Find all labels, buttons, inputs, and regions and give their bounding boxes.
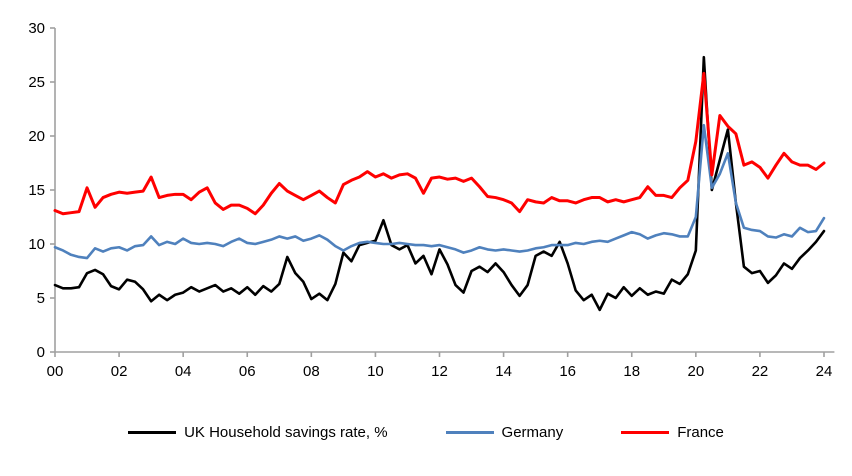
legend-label: Germany — [501, 424, 564, 441]
x-tick-label: 04 — [175, 363, 192, 380]
x-tick-label: 16 — [559, 363, 576, 380]
x-tick-label: 22 — [752, 363, 769, 380]
legend-item-france: France — [621, 424, 724, 441]
y-tick-label: 10 — [28, 236, 45, 253]
legend-line-swatch — [128, 431, 177, 434]
y-tick-label: 5 — [37, 290, 45, 307]
legend-item-uk-household-savings-rate: UK Household savings rate, % — [128, 424, 388, 441]
y-tick-label: 30 — [28, 20, 45, 37]
series-line-germany — [53, 123, 826, 260]
plot-area: 0 5 10 15 20 25 30 00 02 04 06 08 10 12 14 16 18 20 22 24 — [28, 20, 835, 380]
x-tick-label: 06 — [239, 363, 256, 380]
legend-item-germany: Germany — [445, 424, 564, 441]
legend-line-swatch — [445, 431, 494, 434]
x-tick-label: 08 — [303, 363, 320, 380]
x-tick-label: 24 — [816, 363, 833, 380]
x-tick-label: 12 — [431, 363, 448, 380]
legend-label: France — [677, 424, 724, 441]
x-tick-label: 14 — [495, 363, 512, 380]
series-line-france — [53, 71, 826, 216]
y-tick-label: 25 — [28, 74, 45, 91]
y-tick-label: 15 — [28, 182, 45, 199]
x-tick-label: 10 — [367, 363, 384, 380]
x-tick-label: 20 — [687, 363, 704, 380]
legend-line-swatch — [621, 431, 670, 434]
y-tick-label: 20 — [28, 128, 45, 145]
series-line-uk-household-savings-rate — [53, 55, 826, 312]
y-tick-label: 0 — [37, 344, 45, 361]
x-tick-label: 18 — [623, 363, 640, 380]
x-tick-label: 02 — [111, 363, 128, 380]
legend-label: UK Household savings rate, % — [184, 424, 388, 441]
x-tick-label: 00 — [47, 363, 64, 380]
chart-legend: UK Household savings rate, % Germany Franc… — [0, 424, 852, 441]
